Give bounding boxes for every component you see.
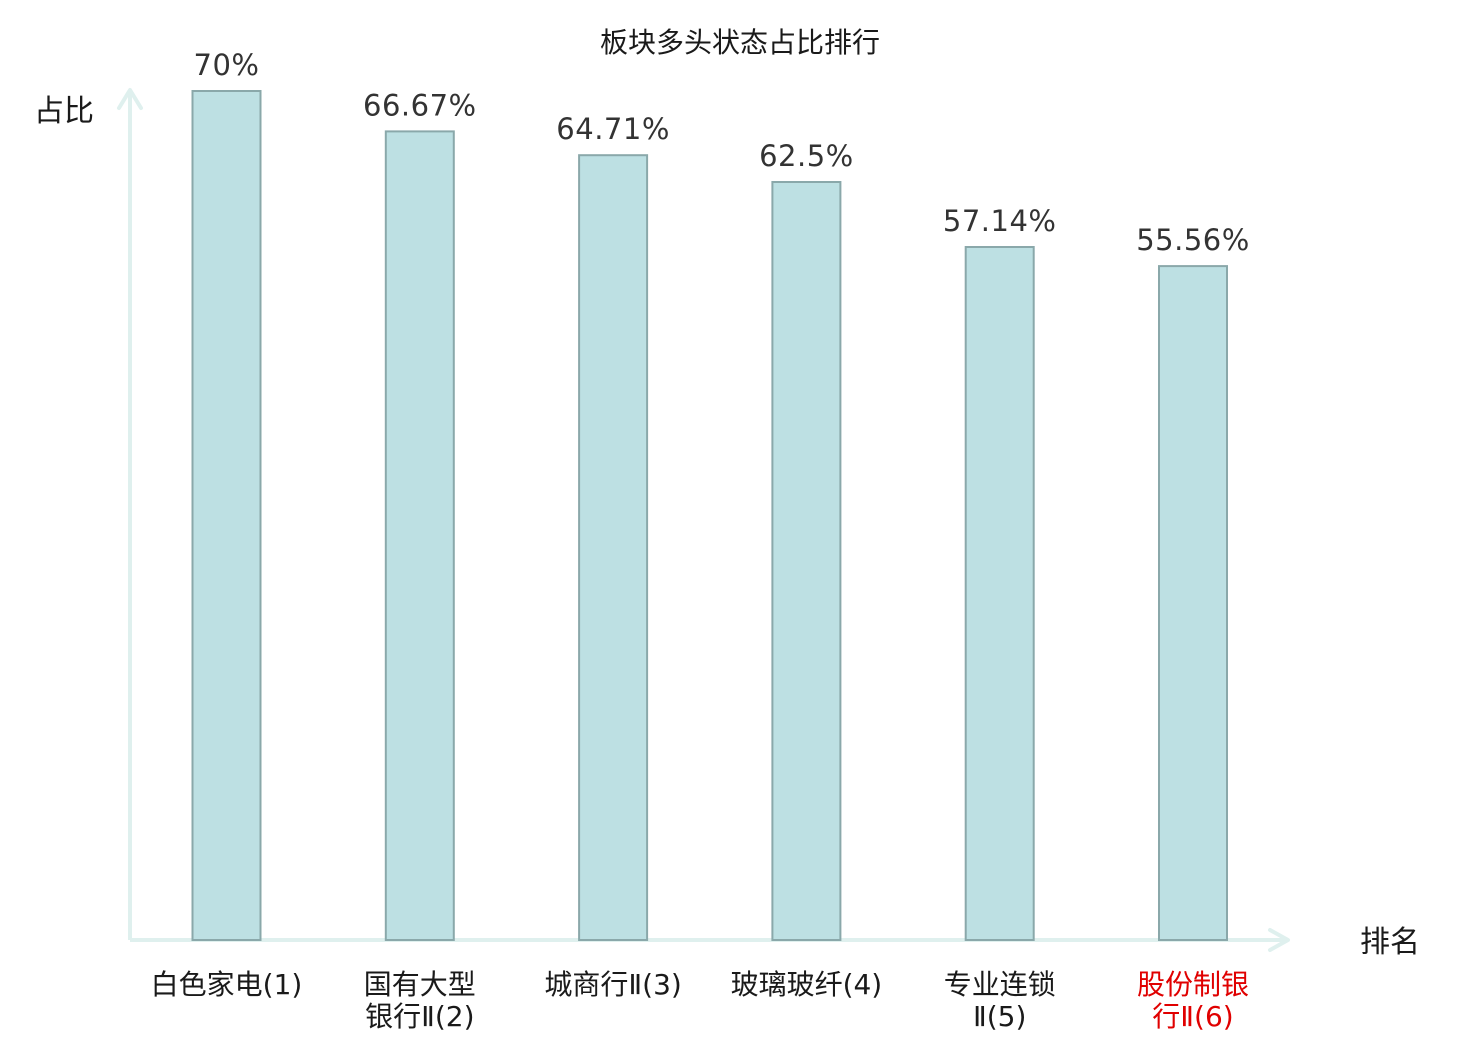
bar bbox=[1158, 265, 1228, 942]
bar bbox=[578, 154, 649, 941]
bars-group bbox=[191, 90, 1228, 942]
tick-label: 专业连锁 Ⅱ(5) bbox=[944, 968, 1056, 1033]
tick-label-line: 白色家电(1) bbox=[151, 968, 303, 1001]
y-axis-label: 占比 bbox=[34, 94, 94, 129]
tick-label: 国有大型银行Ⅱ(2) bbox=[364, 968, 476, 1033]
bar bbox=[191, 90, 262, 941]
y-axis-arrow bbox=[117, 88, 143, 110]
tick-label-line: 专业连锁 bbox=[944, 968, 1056, 1001]
tick-label-line: 玻璃玻纤(4) bbox=[731, 968, 883, 1001]
tick-label-line: 城商行Ⅱ(3) bbox=[544, 968, 681, 1001]
value-labels-group: 70% 66.67% 64.71% 62.5% 57.14% 55.56% bbox=[194, 48, 1250, 257]
chart-title: 板块多头状态占比排行 bbox=[600, 26, 880, 59]
value-label: 64.71% bbox=[556, 112, 670, 146]
bar bbox=[771, 181, 842, 941]
bar bbox=[384, 130, 455, 941]
bar bbox=[964, 246, 1035, 941]
tick-label: 玻璃玻纤(4) bbox=[731, 968, 883, 1001]
tick-label-line: 国有大型 bbox=[364, 968, 476, 1001]
tick-label-line: 行Ⅱ(6) bbox=[1152, 1000, 1233, 1033]
tick-label-line: 银行Ⅱ(2) bbox=[365, 1000, 474, 1033]
x-axis-label: 排名 bbox=[1360, 925, 1420, 960]
value-label: 57.14% bbox=[943, 204, 1057, 238]
value-label: 62.5% bbox=[759, 139, 854, 173]
x-axis-arrow bbox=[1268, 928, 1290, 952]
value-label: 55.56% bbox=[1136, 223, 1250, 257]
value-label: 70% bbox=[194, 48, 260, 82]
tick-label: 城商行Ⅱ(3) bbox=[544, 968, 681, 1001]
tick-label-line: Ⅱ(5) bbox=[973, 1000, 1026, 1033]
value-label: 66.67% bbox=[363, 88, 477, 122]
tick-labels-group: 白色家电(1) 国有大型银行Ⅱ(2) 城商行Ⅱ(3) 玻璃玻纤(4) 专业连锁 Ⅱ(5) 股… bbox=[151, 968, 1249, 1033]
tick-label: 白色家电(1) bbox=[151, 968, 303, 1001]
tick-label: 股份制银行Ⅱ(6) bbox=[1137, 968, 1249, 1033]
tick-label-line: 股份制银 bbox=[1137, 968, 1249, 1001]
